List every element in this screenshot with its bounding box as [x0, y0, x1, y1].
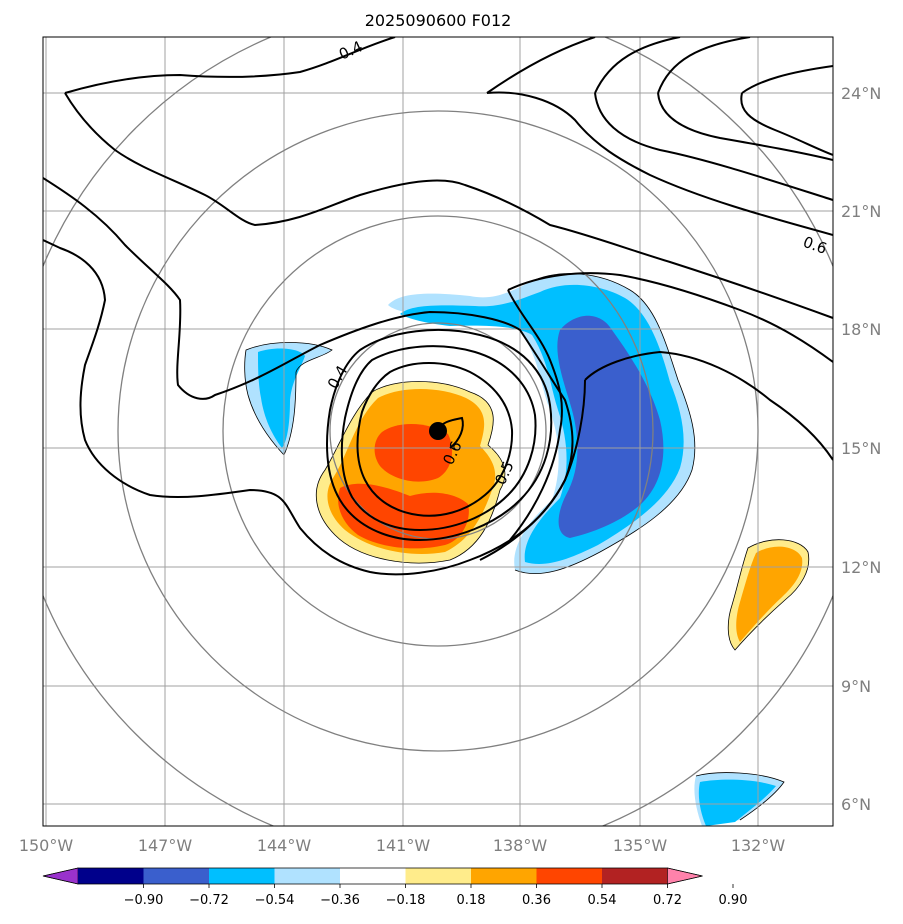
shaded-anomaly-fields [244, 273, 809, 826]
positive-field-east-mid [736, 546, 803, 642]
east-outline [727, 539, 810, 651]
lon-labels: 150°W 147°W 144°W 141°W 138°W 135°W 132°… [19, 836, 786, 855]
colorbar-swatch [602, 868, 668, 884]
colorbar-swatch [78, 868, 144, 884]
lon-label-135w: 135°W [613, 836, 668, 855]
contour-east-band-3 [584, 350, 833, 461]
positive-outline [316, 381, 506, 564]
range-ring-2 [222, 215, 654, 647]
map-content: 0.4 0.6 0.4 0.6 0.5 [43, 37, 833, 826]
colorbar-swatch [143, 868, 209, 884]
colorbar-tick-label: −0.90 [124, 893, 164, 908]
colorbar-swatch [274, 868, 340, 884]
figure-title: 2025090600 F012 [365, 11, 512, 30]
contour-ring-2 [340, 345, 537, 532]
colorbar-swatch [209, 868, 275, 884]
colorbar-tick-label: 0.54 [588, 893, 617, 908]
contour-lines [43, 37, 833, 576]
lon-label-132w: 132°W [731, 836, 786, 855]
contour-north-06 [486, 91, 833, 236]
lon-label-144w: 144°W [257, 836, 312, 855]
colorbar-swatch [536, 868, 602, 884]
map-frame [42, 36, 834, 827]
negative-field-south-mid [698, 779, 776, 826]
contour-ne-6 [740, 92, 833, 156]
negative-field-west-mid [258, 348, 305, 448]
contour-ne-5 [741, 65, 833, 94]
lon-label-138w: 138°W [493, 836, 548, 855]
colorbar-ticks: −0.90 −0.72 −0.54 −0.36 −0.18 0.18 0.36 0.54 0.7… [124, 884, 748, 908]
storm-center-marker [429, 422, 447, 440]
lon-label-147w: 147°W [138, 836, 193, 855]
contour-north-07 [486, 37, 596, 94]
negative-outline [514, 273, 696, 574]
lat-label-15n: 15°N [841, 439, 881, 458]
contour-ne-1 [594, 37, 681, 94]
lat-label-24n: 24°N [841, 84, 881, 103]
lat-label-21n: 21°N [841, 202, 881, 221]
lat-label-9n: 9°N [841, 677, 871, 696]
colorbar-tick-label: −0.18 [386, 893, 426, 908]
colorbar-swatch [405, 868, 471, 884]
contour-east-band-2 [507, 289, 563, 541]
contour-ring-3 [356, 362, 514, 517]
contour-ne-2 [594, 92, 833, 201]
lat-label-6n: 6°N [841, 795, 871, 814]
lon-label-150w: 150°W [19, 836, 74, 855]
colorbar-tick-label: 0.90 [719, 893, 748, 908]
range-ring-3 [117, 110, 759, 752]
colorbar-tick-label: 0.36 [522, 893, 551, 908]
contour-ne-4 [657, 92, 833, 161]
negative-field-strong [557, 315, 664, 538]
colorbar-tick-label: −0.36 [320, 893, 360, 908]
contour-east-band-1 [507, 272, 833, 363]
colorbar-extend-left [42, 867, 79, 885]
lon-label-141w: 141°W [376, 836, 431, 855]
contour-north-04 [64, 92, 833, 319]
contour-east-band-4 [479, 379, 586, 561]
contour-ring-1 [326, 329, 553, 542]
colorbar-extend-right [667, 867, 703, 885]
colorbar-tick-label: 0.18 [457, 893, 486, 908]
south-outline [695, 772, 785, 821]
range-rings [43, 37, 833, 826]
shaded-outline [244, 273, 810, 821]
lat-label-18n: 18°N [841, 320, 881, 339]
lat-labels: 24°N 21°N 18°N 15°N 12°N 9°N 6°N [841, 84, 881, 814]
colorbar-tick-label: 0.72 [653, 893, 682, 908]
colorbar-tick-label: −0.54 [255, 893, 295, 908]
colorbar-swatch [471, 868, 537, 884]
colorbar-tick-label: −0.72 [189, 893, 229, 908]
contour-north-04-top [64, 37, 396, 94]
colorbar-swatches [42, 867, 703, 885]
lat-label-12n: 12°N [841, 558, 881, 577]
contour-ne-3 [657, 37, 751, 94]
colorbar: −0.90 −0.72 −0.54 −0.36 −0.18 0.18 0.36 0.54 0.7… [42, 867, 748, 908]
colorbar-swatch [340, 868, 406, 884]
positive-field-strong-a [374, 423, 453, 482]
